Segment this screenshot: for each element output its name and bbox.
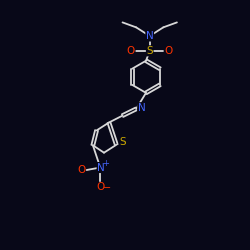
Text: O: O	[77, 165, 85, 175]
Text: +: +	[102, 158, 109, 168]
Text: −: −	[103, 183, 111, 193]
Text: N: N	[97, 162, 105, 172]
Text: O: O	[126, 46, 135, 56]
Text: N: N	[146, 31, 154, 41]
Text: O: O	[96, 182, 104, 192]
Text: S: S	[146, 46, 153, 56]
Text: O: O	[165, 46, 173, 56]
Text: N: N	[138, 103, 145, 113]
Text: S: S	[119, 137, 126, 147]
